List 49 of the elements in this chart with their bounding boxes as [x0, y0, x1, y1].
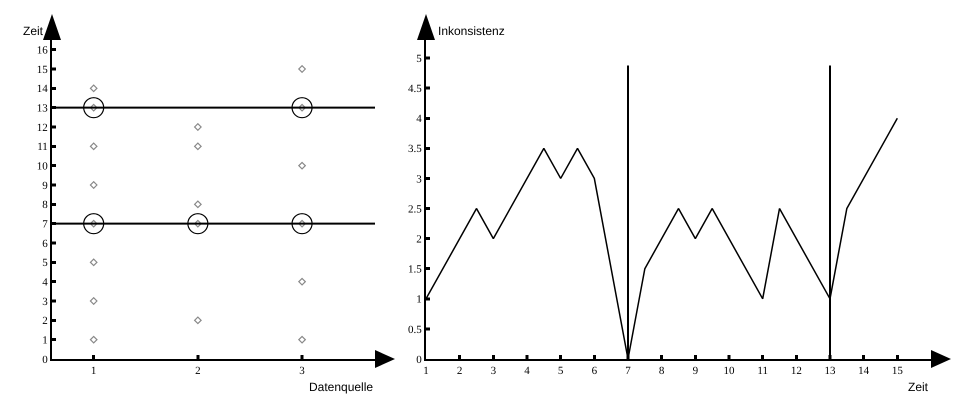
y-tick-label: 2: [416, 233, 422, 246]
x-tick-label: 2: [456, 365, 462, 378]
x-tick-label: 13: [824, 365, 836, 378]
x-tick-label: 8: [658, 365, 665, 378]
x-tick-label: 9: [692, 365, 699, 378]
y-tick-label: 13: [36, 102, 48, 115]
x-tick-label: 5: [558, 365, 564, 378]
x-tick-label: 7: [625, 365, 632, 378]
y-tick-label: 2.5: [408, 203, 422, 216]
x-tick-label: 3: [490, 365, 497, 378]
y-tick-label: 0.5: [408, 324, 422, 336]
y-tick-label: 5: [416, 52, 422, 65]
y-tick-label: 3: [42, 296, 48, 308]
x-tick-label: 6: [592, 365, 598, 378]
x-axis-title: Datenquelle: [309, 380, 374, 394]
x-tick-label: 4: [524, 365, 530, 378]
y-tick-label: 6: [42, 238, 48, 250]
y-tick-label: 12: [36, 122, 48, 134]
y-tick-label: 3: [416, 173, 422, 186]
x-tick-label: 14: [858, 365, 870, 378]
y-tick-label: 3.5: [408, 143, 422, 156]
y-tick-label: 4: [42, 276, 48, 289]
y-tick-label: 4.5: [408, 83, 422, 95]
x-axis-title: Zeit: [908, 380, 929, 394]
y-tick-label: 0: [416, 354, 422, 366]
y-tick-label: 10: [36, 160, 48, 173]
y-tick-label: 16: [36, 44, 48, 57]
x-tick-label: 15: [892, 365, 904, 378]
y-tick-label: 9: [42, 180, 48, 192]
y-axis-title: Zeit: [23, 24, 44, 38]
x-tick-label: 10: [724, 365, 735, 378]
y-tick-label: 4: [416, 113, 422, 126]
y-tick-label: 1.5: [408, 264, 422, 276]
y-tick-label: 7: [42, 218, 48, 231]
y-tick-label: 2: [42, 315, 48, 328]
y-tick-label: 8: [42, 199, 48, 212]
y-tick-label: 11: [37, 141, 48, 154]
x-tick-label: 11: [757, 365, 768, 378]
y-tick-label: 5: [42, 257, 48, 270]
y-tick-label: 14: [36, 83, 48, 96]
x-tick-label: 2: [195, 365, 201, 378]
x-tick-label: 1: [90, 365, 96, 378]
y-axis-title: Inkonsistenz: [438, 24, 505, 38]
y-tick-label: 0: [42, 354, 48, 366]
y-tick-label: 1: [416, 294, 422, 306]
x-tick-label: 12: [790, 365, 802, 378]
x-tick-label: 3: [299, 365, 306, 378]
y-tick-label: 15: [36, 64, 48, 76]
y-tick-label: 1: [42, 334, 48, 347]
